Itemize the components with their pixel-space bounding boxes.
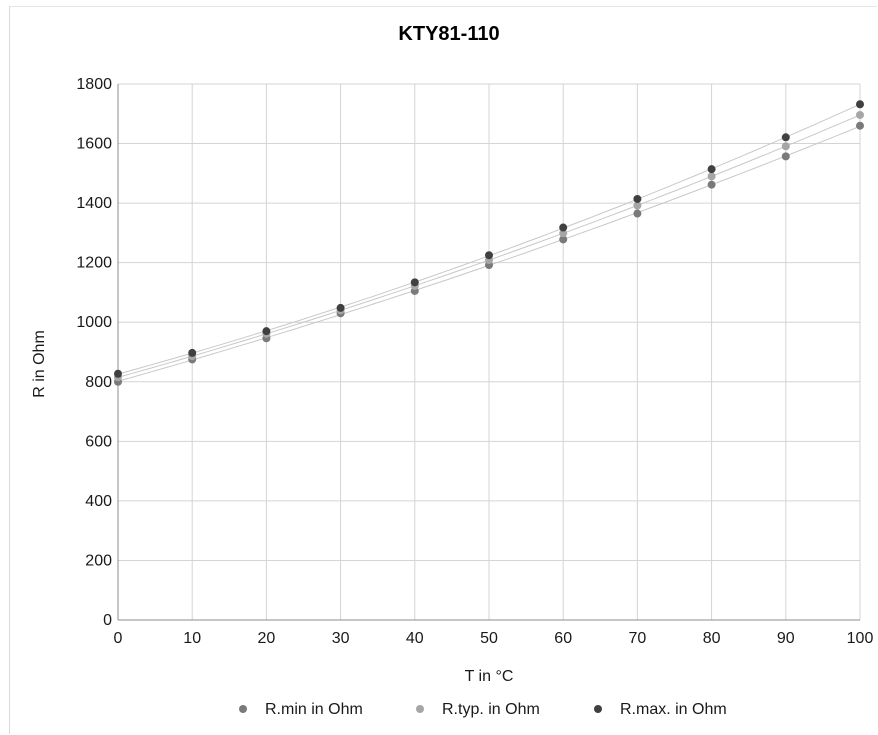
x-axis-label: T in °C xyxy=(465,668,514,685)
data-point-series-2 xyxy=(485,251,493,260)
x-tick-label: 70 xyxy=(629,630,647,647)
y-tick-label: 0 xyxy=(103,612,112,629)
data-point-series-2 xyxy=(410,278,419,287)
axes xyxy=(117,84,860,621)
chart-frame xyxy=(9,6,877,734)
x-tick-label: 20 xyxy=(258,630,276,647)
data-point-series-1 xyxy=(781,142,790,151)
x-tick-label: 10 xyxy=(183,630,201,647)
y-tick-label: 400 xyxy=(85,493,112,510)
y-tick-label: 600 xyxy=(85,433,112,450)
data-point-series-0 xyxy=(707,180,716,189)
x-tick-label: 60 xyxy=(554,630,572,647)
data-point-series-0 xyxy=(559,235,568,244)
y-tick-label: 1000 xyxy=(76,314,112,331)
data-point-series-1 xyxy=(559,229,568,238)
data-point-series-2 xyxy=(336,303,345,312)
data-point-series-2 xyxy=(114,369,122,378)
chart-title: KTY81-110 xyxy=(398,23,499,45)
legend-label: R.typ. in Ohm xyxy=(442,701,540,718)
legend: R.min in Ohm R.typ. in Ohm R.max. in Ohm xyxy=(239,701,727,718)
legend-label: R.max. in Ohm xyxy=(620,701,727,718)
data-point-series-2 xyxy=(856,100,864,109)
x-tick-label: 100 xyxy=(847,630,874,647)
data-point-series-0 xyxy=(633,209,642,218)
y-tick-label: 1400 xyxy=(76,195,112,212)
data-point-series-2 xyxy=(707,165,716,174)
legend-marker xyxy=(239,705,247,713)
data-point-series-1 xyxy=(707,172,716,181)
data-point-series-0 xyxy=(781,152,790,161)
x-tick-label: 0 xyxy=(114,630,123,647)
x-tick-label: 90 xyxy=(777,630,795,647)
grid-lines xyxy=(118,83,861,620)
y-tick-label: 1200 xyxy=(76,255,112,272)
x-tick-labels: 0 10 20 30 40 50 60 70 80 90 100 xyxy=(114,630,874,647)
y-tick-label: 1800 xyxy=(76,76,112,93)
x-tick-label: 50 xyxy=(480,630,498,647)
data-point-series-2 xyxy=(559,223,568,232)
y-tick-label: 1600 xyxy=(76,136,112,153)
data-point-series-1 xyxy=(856,110,864,119)
data-point-series-1 xyxy=(633,201,642,210)
y-axis-label: R in Ohm xyxy=(31,330,48,398)
x-tick-label: 30 xyxy=(332,630,350,647)
y-tick-labels: 0 200 400 600 800 1000 1200 1400 1600 1800 xyxy=(76,76,112,629)
legend-label: R.min in Ohm xyxy=(265,701,363,718)
x-tick-label: 40 xyxy=(406,630,424,647)
data-point-series-2 xyxy=(188,348,197,357)
legend-marker xyxy=(416,705,424,713)
data-point-series-2 xyxy=(781,133,790,142)
legend-marker xyxy=(594,705,602,713)
data-points xyxy=(114,100,864,386)
y-tick-label: 200 xyxy=(85,552,112,569)
x-tick-label: 80 xyxy=(703,630,721,647)
data-point-series-2 xyxy=(633,194,642,203)
data-point-series-0 xyxy=(856,121,864,130)
y-tick-label: 800 xyxy=(85,374,112,391)
data-point-series-2 xyxy=(262,327,271,336)
